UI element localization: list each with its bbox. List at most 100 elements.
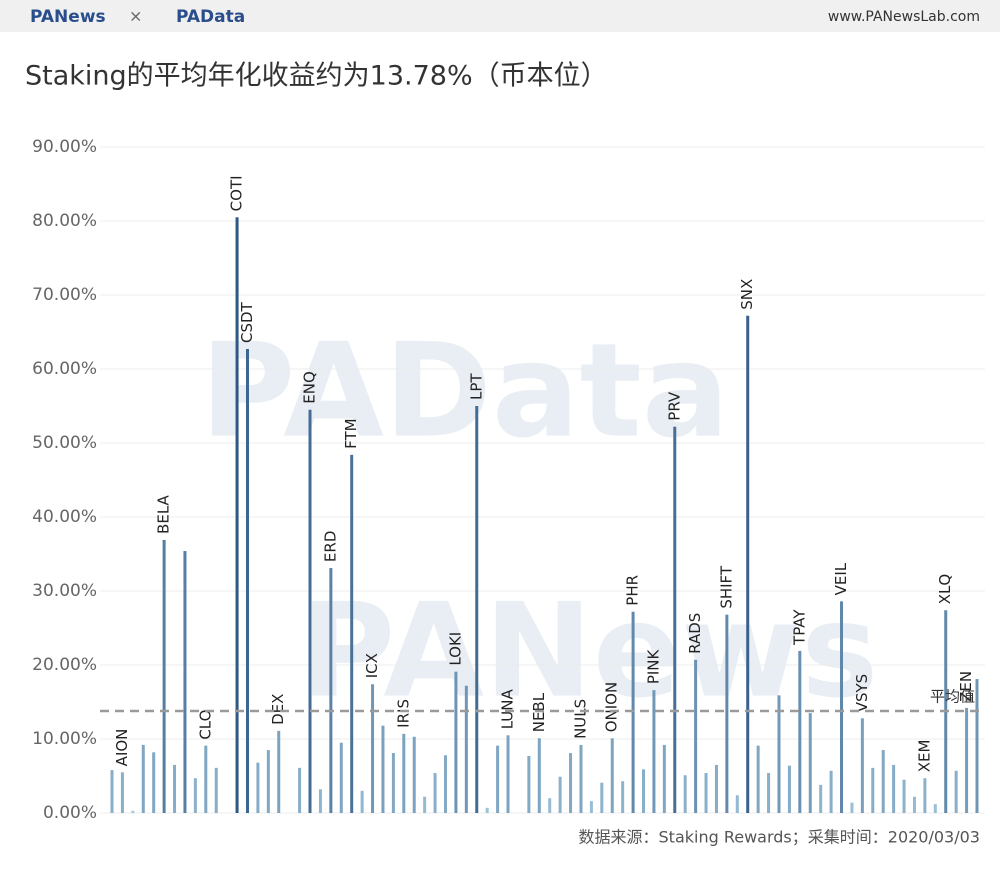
y-tick-label: 60.00%	[32, 359, 97, 379]
bar	[777, 695, 781, 813]
bar	[767, 773, 771, 813]
bar	[443, 755, 447, 813]
bar-label: NULS	[571, 699, 589, 739]
bar	[141, 744, 145, 813]
bar	[589, 801, 593, 813]
bar	[475, 406, 479, 813]
header-bar	[0, 0, 1000, 32]
bar	[391, 753, 395, 813]
bar-label: ERD	[321, 531, 339, 562]
brand-left: PANews	[30, 7, 106, 27]
bar-label: PHR	[624, 575, 642, 606]
bar-label: VEIL	[832, 562, 850, 595]
bar	[496, 745, 500, 813]
bar	[860, 718, 864, 813]
bar-label: RADS	[686, 613, 704, 654]
bar	[829, 770, 833, 813]
watermark: PANews	[300, 575, 878, 727]
bar	[808, 713, 812, 813]
bar	[381, 725, 385, 813]
bar	[454, 671, 458, 813]
bar-label: SHIFT	[717, 565, 735, 609]
bar	[610, 738, 614, 813]
bar	[162, 539, 166, 813]
source-note: 数据来源：Staking Rewards；采集时间：2020/03/03	[579, 828, 980, 847]
bar	[652, 690, 656, 813]
bar	[600, 782, 604, 813]
bar	[871, 767, 875, 813]
bar	[548, 798, 552, 813]
bar	[735, 795, 739, 813]
bar	[819, 784, 823, 813]
y-tick-label: 10.00%	[32, 729, 97, 749]
bar-label: ENQ	[301, 371, 319, 404]
bar	[152, 752, 156, 813]
bar	[235, 217, 239, 814]
bar	[558, 776, 562, 813]
bar-label: LUNA	[499, 688, 517, 729]
bar	[673, 426, 677, 813]
bar	[464, 685, 468, 813]
bar	[746, 315, 750, 813]
bar	[965, 707, 969, 813]
bar	[318, 789, 322, 813]
bar-label: IRIS	[394, 699, 412, 728]
y-tick-label: 80.00%	[32, 211, 97, 231]
bar	[912, 796, 916, 813]
bar	[412, 736, 416, 813]
bar	[537, 738, 541, 813]
bar	[975, 679, 979, 813]
bar-label: SNX	[738, 279, 756, 310]
y-tick-label: 0.00%	[43, 803, 97, 823]
bar	[683, 775, 687, 813]
bar	[256, 762, 260, 813]
bar-label: XEM	[915, 740, 933, 773]
bar-label: BELA	[155, 494, 173, 533]
bar	[881, 750, 885, 813]
bar	[329, 568, 333, 813]
bar-label: LOKI	[446, 632, 464, 666]
bar	[423, 796, 427, 813]
bar	[350, 454, 354, 813]
bar-label: ICX	[363, 653, 381, 678]
y-tick-label: 40.00%	[32, 507, 97, 527]
bar	[506, 735, 510, 813]
bar-label: COTI	[228, 175, 246, 211]
bar	[569, 753, 573, 813]
bar	[840, 601, 844, 813]
bar	[850, 802, 854, 813]
bar-label: CLO	[196, 710, 214, 740]
bar	[798, 650, 802, 813]
bar	[954, 770, 958, 813]
bar	[183, 551, 187, 813]
separator: ×	[129, 7, 142, 26]
bar	[579, 744, 583, 813]
bar-label: AION	[113, 729, 131, 767]
y-tick-label: 90.00%	[32, 137, 97, 157]
site-url: www.PANewsLab.com	[828, 9, 980, 25]
bar	[402, 733, 406, 813]
y-tick-label: 30.00%	[32, 581, 97, 601]
bar-label: XLQ	[936, 574, 954, 604]
bar	[120, 772, 124, 813]
y-tick-label: 20.00%	[32, 655, 97, 675]
bar	[631, 611, 635, 813]
average-label: 平均值	[930, 688, 975, 706]
chart-title: Staking的平均年化收益约为13.78%（币本位）	[25, 61, 608, 92]
bar-label: CSDT	[238, 301, 256, 343]
bar	[756, 745, 760, 813]
bar	[308, 409, 312, 813]
bar	[214, 767, 218, 813]
bar	[433, 773, 437, 813]
bar	[902, 779, 906, 813]
y-tick-label: 70.00%	[32, 285, 97, 305]
bar	[339, 742, 343, 813]
bar-label: PINK	[644, 648, 662, 684]
bar	[360, 790, 364, 813]
bar-label: TPAY	[790, 609, 808, 646]
bar-label: VSYS	[853, 674, 871, 712]
bar	[131, 810, 135, 813]
bar-label: FTM	[342, 418, 360, 448]
bar	[642, 769, 646, 813]
